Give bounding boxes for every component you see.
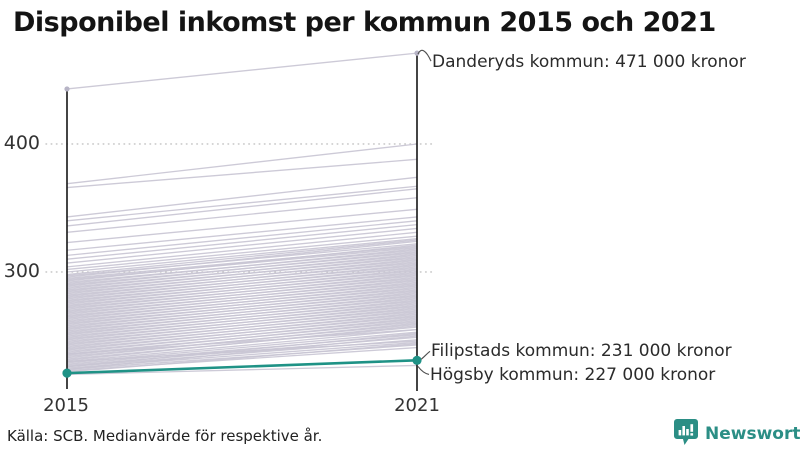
municipality-line bbox=[66, 176, 418, 218]
highlight-dot-2021 bbox=[412, 355, 422, 365]
brand-logo: Newsworthy bbox=[674, 418, 800, 450]
municipality-line bbox=[66, 328, 418, 355]
municipality-line bbox=[66, 340, 418, 363]
municipality-line bbox=[66, 322, 418, 359]
municipality-line bbox=[66, 263, 418, 300]
y-axis-tick-300: 300 bbox=[3, 260, 40, 282]
highlight-line-filipstad bbox=[66, 359, 418, 375]
municipality-line bbox=[66, 312, 418, 349]
source-note: Källa: SCB. Medianvärde för respektive å… bbox=[7, 427, 323, 445]
brand-wordmark: Newsworthy bbox=[705, 424, 800, 444]
municipality-line bbox=[66, 286, 418, 323]
municipality-line bbox=[66, 335, 418, 370]
municipality-line bbox=[66, 220, 418, 257]
municipality-line bbox=[66, 244, 418, 282]
annotation-filipstad: Filipstads kommun: 231 000 kronor bbox=[431, 341, 732, 361]
municipality-line bbox=[66, 307, 418, 344]
municipality-line bbox=[66, 216, 418, 251]
danderyd-dot-2015 bbox=[64, 86, 70, 92]
municipality-line bbox=[66, 284, 418, 321]
municipality-line bbox=[66, 258, 418, 295]
municipality-line bbox=[66, 291, 418, 328]
municipality-line bbox=[66, 227, 418, 264]
municipality-line bbox=[66, 240, 418, 278]
x-axis-label-2021: 2021 bbox=[394, 395, 440, 416]
danderyd-dot-2021 bbox=[414, 50, 420, 56]
municipality-line bbox=[66, 276, 418, 313]
municipality-line bbox=[66, 281, 418, 318]
highlight-dot-2015 bbox=[62, 368, 72, 378]
municipality-line bbox=[66, 296, 418, 333]
municipality-line bbox=[66, 325, 418, 361]
municipality-line bbox=[66, 52, 418, 90]
municipality-line bbox=[66, 197, 418, 233]
municipality-line bbox=[66, 289, 418, 326]
municipality-line bbox=[66, 343, 418, 373]
leader-hogsby bbox=[417, 366, 430, 375]
chart-title: Disponibel inkomst per kommun 2015 och 2… bbox=[13, 7, 716, 38]
municipality-line bbox=[66, 158, 418, 189]
municipality-line bbox=[66, 239, 418, 276]
municipality-line bbox=[66, 188, 418, 227]
municipality-line bbox=[66, 364, 418, 376]
municipality-line bbox=[66, 255, 418, 292]
municipality-line bbox=[66, 309, 418, 346]
leader-danderyd bbox=[417, 49, 432, 62]
municipality-line bbox=[66, 304, 418, 341]
leader-filipstad bbox=[420, 350, 431, 360]
municipality-line bbox=[66, 208, 418, 244]
municipality-line bbox=[66, 185, 418, 222]
municipality-line bbox=[66, 250, 418, 287]
y-axis-tick-400: 400 bbox=[3, 132, 40, 154]
municipality-line bbox=[66, 302, 418, 338]
municipality-line bbox=[66, 261, 418, 297]
municipality-line bbox=[66, 231, 418, 268]
municipality-line bbox=[66, 279, 418, 315]
x-axis-label-2015: 2015 bbox=[43, 395, 89, 416]
municipality-line bbox=[66, 271, 418, 308]
annotation-danderyd: Danderyds kommun: 471 000 kronor bbox=[432, 52, 746, 72]
municipality-line bbox=[66, 328, 418, 363]
municipality-line bbox=[66, 248, 418, 285]
municipality-line bbox=[66, 235, 418, 271]
municipality-line bbox=[66, 253, 418, 290]
municipality-line bbox=[66, 314, 418, 351]
municipality-line bbox=[66, 332, 418, 368]
municipality-line bbox=[66, 223, 418, 260]
municipality-line bbox=[66, 299, 418, 336]
municipality-line bbox=[66, 268, 418, 305]
bar-chart-speech-bubble-icon bbox=[674, 418, 699, 450]
municipality-line bbox=[66, 143, 418, 185]
municipality-line bbox=[66, 294, 418, 331]
annotation-hogsby: Högsby kommun: 227 000 kronor bbox=[430, 365, 716, 385]
municipality-line bbox=[66, 266, 418, 303]
municipality-line bbox=[66, 317, 418, 354]
municipality-line bbox=[66, 238, 418, 273]
municipality-line bbox=[66, 273, 418, 310]
